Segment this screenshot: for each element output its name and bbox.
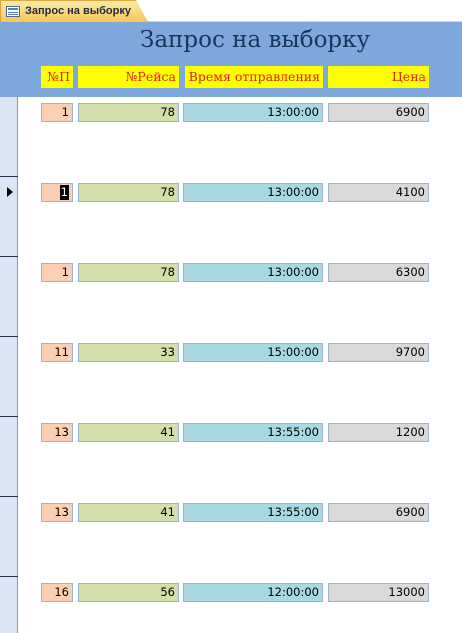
field-flight-number[interactable]: 33 — [78, 343, 179, 362]
field-departure-time[interactable]: 13:00:00 — [183, 103, 323, 122]
column-label-flight: №Рейса — [78, 66, 179, 88]
tab-query-form[interactable]: Запрос на выборку — [0, 0, 148, 22]
field-price[interactable]: 9700 — [328, 343, 429, 362]
record-row: 1 78 13:00:00 4100 — [18, 177, 462, 257]
current-record-arrow-icon — [7, 187, 13, 197]
column-label-departure-time: Время отправления — [185, 66, 323, 88]
record-selector[interactable] — [0, 417, 18, 497]
field-price[interactable]: 13000 — [328, 583, 429, 602]
field-np[interactable]: 1 — [41, 263, 73, 282]
form-header: Запрос на выборку №П №Рейса Время отправ… — [0, 22, 462, 97]
record-selector[interactable] — [0, 97, 18, 177]
field-price[interactable]: 1200 — [328, 423, 429, 442]
field-price[interactable]: 4100 — [328, 183, 429, 202]
document-tab-strip: Запрос на выборку — [0, 0, 462, 22]
field-np[interactable]: 13 — [41, 423, 73, 442]
form-detail-section: 1 78 13:00:00 6900 1 78 13:00:00 4100 1 78 13:00:0… — [0, 97, 462, 633]
record-row: 1 78 13:00:00 6300 — [18, 257, 462, 337]
record-selector[interactable] — [0, 577, 18, 633]
field-np[interactable]: 13 — [41, 503, 73, 522]
record-selector[interactable] — [0, 337, 18, 417]
field-flight-number[interactable]: 41 — [78, 423, 179, 442]
record-selector[interactable] — [0, 497, 18, 577]
record-row: 13 41 13:55:00 1200 — [18, 417, 462, 497]
field-np[interactable]: 1 — [41, 103, 73, 122]
form-title: Запрос на выборку — [140, 27, 371, 53]
record-row: 13 41 13:55:00 6900 — [18, 497, 462, 577]
column-label-np: №П — [41, 66, 73, 88]
record-row: 16 56 12:00:00 13000 — [18, 577, 462, 633]
field-departure-time[interactable]: 12:00:00 — [183, 583, 323, 602]
field-departure-time[interactable]: 13:00:00 — [183, 263, 323, 282]
field-np[interactable]: 16 — [41, 583, 73, 602]
field-price[interactable]: 6300 — [328, 263, 429, 282]
field-np[interactable]: 1 — [41, 183, 73, 202]
column-label-price: Цена — [328, 66, 429, 88]
record-selector[interactable] — [0, 177, 18, 257]
record-selector-column — [0, 97, 18, 633]
field-np[interactable]: 11 — [41, 343, 73, 362]
tab-label: Запрос на выборку — [25, 5, 131, 17]
field-flight-number[interactable]: 41 — [78, 503, 179, 522]
field-departure-time[interactable]: 15:00:00 — [183, 343, 323, 362]
field-flight-number[interactable]: 56 — [78, 583, 179, 602]
field-departure-time[interactable]: 13:00:00 — [183, 183, 323, 202]
field-departure-time[interactable]: 13:55:00 — [183, 423, 323, 442]
record-selector[interactable] — [0, 257, 18, 337]
field-flight-number[interactable]: 78 — [78, 103, 179, 122]
record-row: 1 78 13:00:00 6900 — [18, 97, 462, 177]
form-icon — [6, 6, 20, 17]
field-flight-number[interactable]: 78 — [78, 263, 179, 282]
field-flight-number[interactable]: 78 — [78, 183, 179, 202]
field-price[interactable]: 6900 — [328, 103, 429, 122]
field-departure-time[interactable]: 13:55:00 — [183, 503, 323, 522]
record-row: 11 33 15:00:00 9700 — [18, 337, 462, 417]
field-price[interactable]: 6900 — [328, 503, 429, 522]
